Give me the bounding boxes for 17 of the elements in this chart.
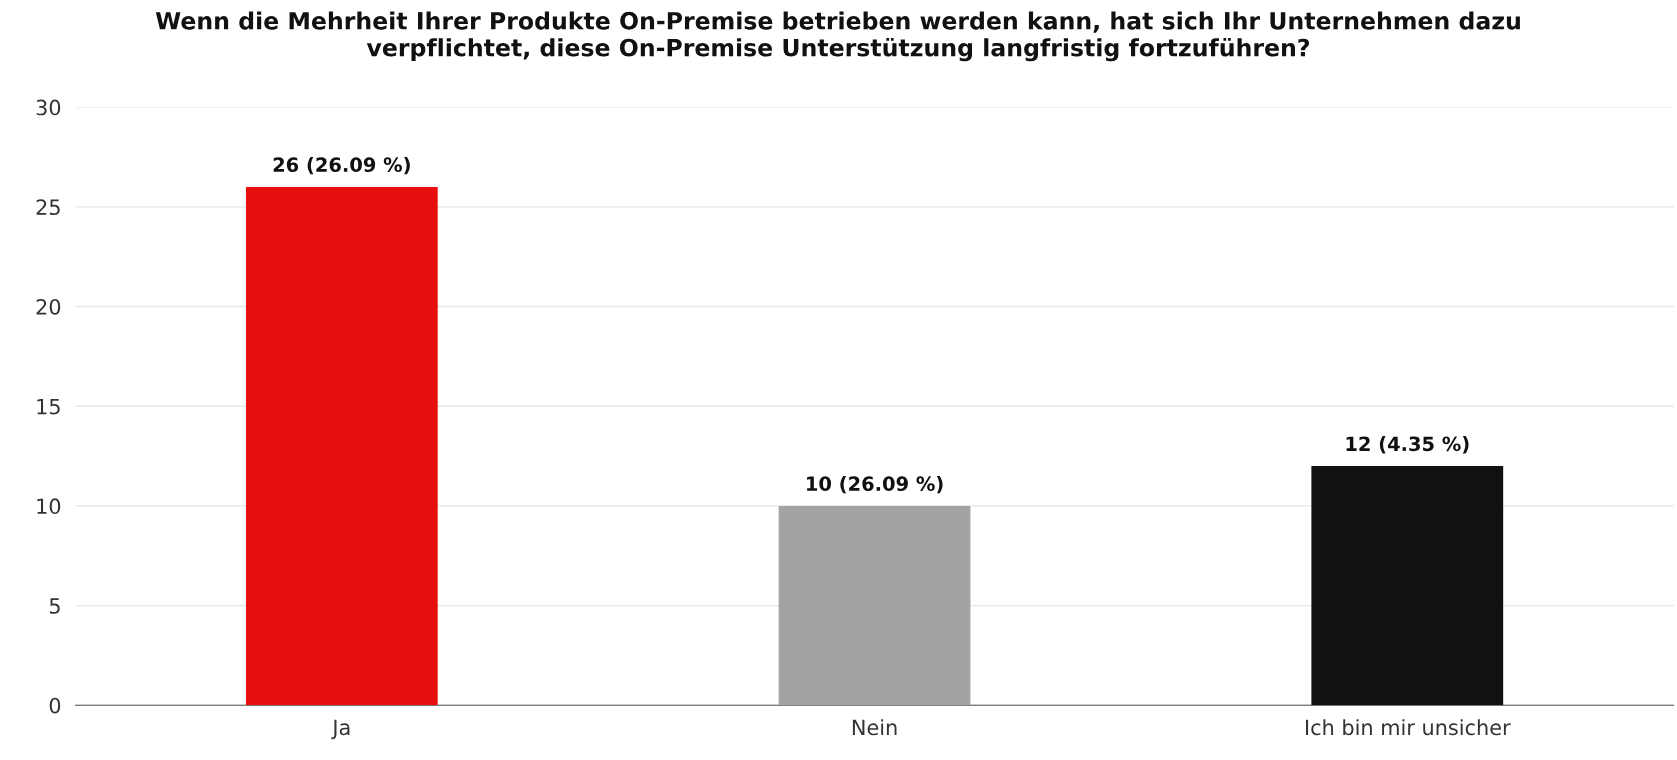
- bar: [245, 186, 438, 706]
- x-tick-label: Ja: [331, 719, 350, 740]
- data-label: 26 (26.09 %): [273, 157, 410, 175]
- x-tick-label: Nein: [852, 719, 897, 736]
- y-tick-label: 25: [36, 199, 60, 216]
- y-tick-label: 5: [49, 598, 60, 614]
- y-tick-label: 30: [36, 99, 61, 116]
- bar: [1311, 466, 1504, 706]
- bar: [778, 505, 971, 706]
- data-label: 12 (4.35 %): [1346, 436, 1469, 454]
- y-tick-label: 15: [37, 398, 60, 415]
- x-tick-label: Ich bin mir unsicher: [1306, 719, 1511, 736]
- y-tick-label: 0: [49, 697, 61, 714]
- data-label: 10 (26.09 %): [807, 476, 943, 494]
- y-tick-label: 10: [37, 498, 61, 515]
- chart-title: Wenn die Mehrheit Ihrer Produkte On-Premise betrieben werden kann, hat sich Ihr Unternehmen dazu verpflichtet, diese On-Premise Unterstützung langfristig fortzuführen?: [155, 11, 1520, 62]
- y-tick-label: 20: [36, 298, 61, 315]
